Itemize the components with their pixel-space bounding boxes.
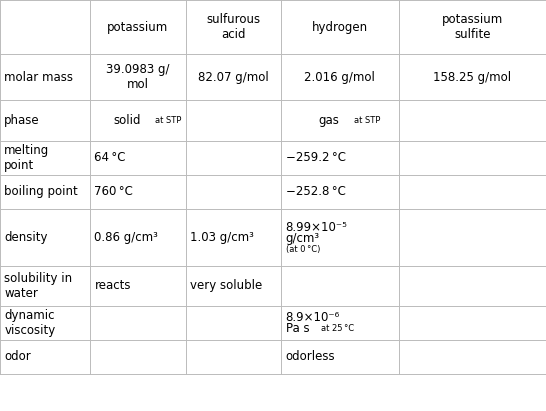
Text: g/cm³: g/cm³ <box>286 232 319 245</box>
Text: 39.0983 g/
mol: 39.0983 g/ mol <box>106 63 170 91</box>
Text: solubility in
water: solubility in water <box>4 272 73 300</box>
Text: at STP: at STP <box>354 116 381 125</box>
Text: 8.99×10⁻⁵: 8.99×10⁻⁵ <box>286 221 347 234</box>
Text: boiling point: boiling point <box>4 185 78 198</box>
Text: odorless: odorless <box>286 351 335 363</box>
Text: (at 0 °C): (at 0 °C) <box>286 245 320 254</box>
Text: reacts: reacts <box>94 279 131 292</box>
Text: at STP: at STP <box>155 116 181 125</box>
Text: odor: odor <box>4 351 31 363</box>
Text: dynamic
viscosity: dynamic viscosity <box>4 309 56 337</box>
Text: melting
point: melting point <box>4 143 50 172</box>
Text: potassium
sulfite: potassium sulfite <box>442 13 503 41</box>
Text: 158.25 g/mol: 158.25 g/mol <box>433 71 512 84</box>
Text: potassium: potassium <box>107 21 169 34</box>
Text: very soluble: very soluble <box>190 279 262 292</box>
Text: 82.07 g/mol: 82.07 g/mol <box>198 71 269 84</box>
Text: 8.9×10⁻⁶: 8.9×10⁻⁶ <box>286 311 340 324</box>
Text: 1.03 g/cm³: 1.03 g/cm³ <box>190 231 254 244</box>
Text: molar mass: molar mass <box>4 71 73 84</box>
Text: Pa s: Pa s <box>286 322 309 335</box>
Text: 760 °C: 760 °C <box>94 185 133 198</box>
Text: phase: phase <box>4 114 40 127</box>
Text: −252.8 °C: −252.8 °C <box>286 185 346 198</box>
Text: hydrogen: hydrogen <box>312 21 368 34</box>
Text: solid: solid <box>113 114 141 127</box>
Text: 0.86 g/cm³: 0.86 g/cm³ <box>94 231 158 244</box>
Text: density: density <box>4 231 48 244</box>
Text: 64 °C: 64 °C <box>94 151 126 164</box>
Text: 2.016 g/mol: 2.016 g/mol <box>305 71 375 84</box>
Text: gas: gas <box>318 114 340 127</box>
Text: −259.2 °C: −259.2 °C <box>286 151 346 164</box>
Text: at 25 °C: at 25 °C <box>321 324 354 333</box>
Text: sulfurous
acid: sulfurous acid <box>206 13 260 41</box>
